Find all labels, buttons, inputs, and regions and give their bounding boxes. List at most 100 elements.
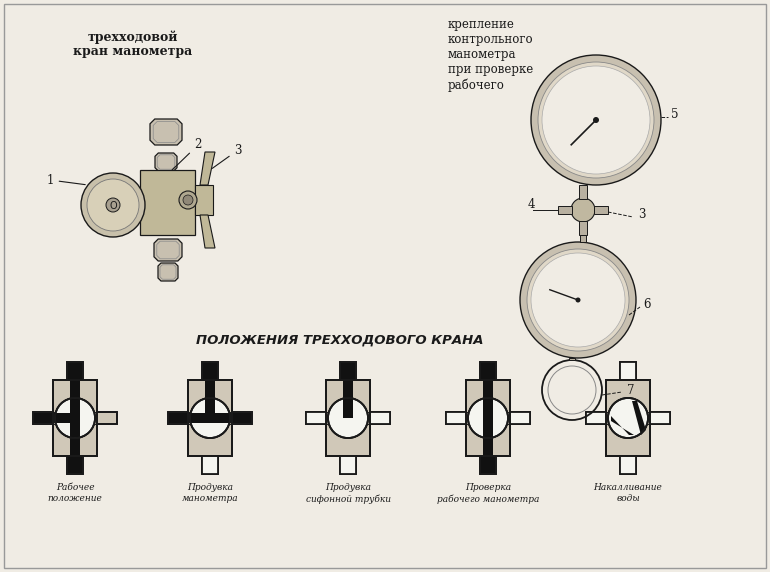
Bar bbox=[558, 206, 572, 214]
Bar bbox=[569, 358, 575, 360]
Bar bbox=[606, 380, 650, 456]
Bar bbox=[650, 412, 670, 424]
Bar bbox=[620, 456, 636, 474]
Circle shape bbox=[87, 179, 139, 231]
Circle shape bbox=[531, 253, 625, 347]
Bar bbox=[510, 412, 530, 424]
Bar bbox=[340, 456, 356, 474]
Text: 6: 6 bbox=[643, 299, 651, 312]
Bar bbox=[606, 380, 650, 456]
Text: 3: 3 bbox=[638, 209, 645, 221]
Text: 3: 3 bbox=[213, 144, 242, 168]
Bar bbox=[53, 380, 97, 456]
Bar bbox=[70, 399, 80, 437]
Bar bbox=[70, 362, 80, 398]
Bar bbox=[97, 412, 117, 424]
Bar bbox=[483, 399, 493, 437]
Circle shape bbox=[328, 398, 368, 438]
Bar bbox=[202, 362, 218, 380]
Bar bbox=[230, 413, 252, 423]
Bar bbox=[306, 412, 326, 424]
Bar bbox=[446, 412, 466, 424]
Polygon shape bbox=[200, 215, 215, 248]
Bar bbox=[480, 362, 496, 380]
Text: 4: 4 bbox=[528, 198, 535, 212]
Circle shape bbox=[106, 198, 120, 212]
Circle shape bbox=[468, 398, 508, 438]
Bar bbox=[67, 362, 83, 380]
Bar bbox=[620, 362, 636, 380]
Bar bbox=[370, 412, 390, 424]
Circle shape bbox=[179, 191, 197, 209]
Bar bbox=[202, 456, 218, 474]
Bar bbox=[650, 412, 670, 424]
Bar bbox=[56, 413, 75, 423]
Bar bbox=[232, 412, 252, 424]
Bar bbox=[306, 412, 326, 424]
Text: Продувка
манометра: Продувка манометра bbox=[182, 483, 238, 503]
Bar bbox=[306, 412, 326, 424]
Bar bbox=[343, 399, 353, 418]
Bar bbox=[340, 456, 356, 474]
Bar bbox=[33, 412, 53, 424]
Bar bbox=[483, 438, 493, 474]
Polygon shape bbox=[155, 153, 177, 171]
Circle shape bbox=[542, 66, 650, 174]
Bar bbox=[202, 456, 218, 474]
Text: крепление
контрольного
манометра
при проверке
рабочего: крепление контрольного манометра при про… bbox=[448, 18, 534, 92]
Circle shape bbox=[571, 198, 595, 222]
Bar bbox=[202, 362, 218, 380]
Circle shape bbox=[575, 297, 581, 303]
Text: 7: 7 bbox=[627, 383, 634, 396]
Text: Накалливание
воды: Накалливание воды bbox=[594, 483, 662, 503]
Bar bbox=[620, 456, 636, 474]
Bar bbox=[191, 413, 229, 423]
Bar bbox=[53, 380, 97, 456]
Bar bbox=[480, 362, 496, 380]
Polygon shape bbox=[200, 152, 215, 185]
Bar bbox=[232, 412, 252, 424]
Bar bbox=[97, 412, 117, 424]
Bar bbox=[446, 412, 466, 424]
Bar bbox=[70, 438, 80, 474]
Bar bbox=[343, 362, 353, 398]
Bar bbox=[168, 412, 188, 424]
Circle shape bbox=[190, 398, 230, 438]
Bar bbox=[340, 362, 356, 380]
Text: 1: 1 bbox=[46, 173, 85, 186]
Circle shape bbox=[520, 242, 636, 358]
Circle shape bbox=[183, 195, 193, 205]
Bar bbox=[620, 362, 636, 380]
Bar bbox=[202, 456, 218, 474]
Circle shape bbox=[468, 398, 508, 438]
Circle shape bbox=[328, 398, 368, 438]
Bar bbox=[168, 413, 190, 423]
Text: трехходовой
кран манометра: трехходовой кран манометра bbox=[73, 30, 192, 58]
Bar bbox=[326, 380, 370, 456]
Bar bbox=[480, 362, 496, 380]
Bar bbox=[480, 456, 496, 474]
Text: ПОЛОЖЕНИЯ ТРЕХХОДОВОГО КРАНА: ПОЛОЖЕНИЯ ТРЕХХОДОВОГО КРАНА bbox=[196, 333, 484, 347]
Circle shape bbox=[527, 249, 629, 351]
Bar bbox=[140, 170, 195, 235]
Bar bbox=[594, 206, 608, 214]
Bar bbox=[188, 380, 232, 456]
Bar bbox=[205, 399, 215, 418]
Bar bbox=[510, 412, 530, 424]
Bar bbox=[580, 235, 586, 242]
Bar bbox=[480, 456, 496, 474]
Bar bbox=[586, 412, 606, 424]
Bar bbox=[340, 456, 356, 474]
Bar bbox=[67, 362, 83, 380]
Bar bbox=[340, 362, 356, 380]
Text: 5: 5 bbox=[671, 109, 678, 121]
Bar bbox=[620, 456, 636, 474]
Circle shape bbox=[608, 398, 648, 438]
Text: Рабочее
положение: Рабочее положение bbox=[48, 483, 102, 503]
Bar bbox=[168, 412, 188, 424]
Bar bbox=[446, 412, 466, 424]
Bar bbox=[33, 412, 53, 424]
Bar bbox=[483, 362, 493, 398]
Bar bbox=[67, 456, 83, 474]
Bar bbox=[586, 412, 606, 424]
